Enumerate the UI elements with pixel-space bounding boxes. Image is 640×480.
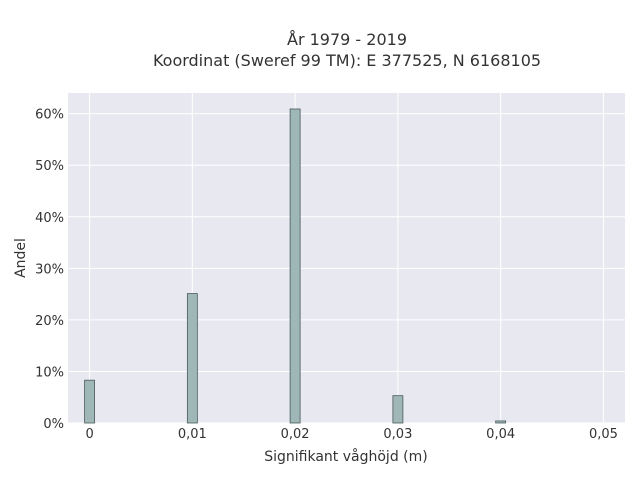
x-tick-label-2: 0,02 <box>281 427 310 442</box>
y-axis-title: Andel <box>13 238 29 278</box>
grid-lines <box>68 93 625 424</box>
x-axis-title: Signifikant våghöjd (m) <box>264 448 427 465</box>
x-tick-label-3: 0,03 <box>383 427 412 442</box>
chart-title-line-1: År 1979 - 2019 <box>287 30 407 49</box>
x-tick-labels: 0 0,01 0,02 0,03 0,04 0,05 <box>85 427 617 442</box>
y-tick-label-1: 10% <box>35 365 64 380</box>
y-tick-label-5: 50% <box>35 159 64 174</box>
bar-4 <box>495 420 507 424</box>
bar-3 <box>392 395 404 424</box>
x-tick-label-0: 0 <box>85 427 93 442</box>
y-tick-label-2: 20% <box>35 314 64 329</box>
bar-2 <box>289 108 301 424</box>
x-tick-label-4: 0,04 <box>486 427 515 442</box>
y-tick-label-0: 0% <box>43 417 64 432</box>
bar-1 <box>186 293 198 424</box>
plot-area <box>68 93 625 423</box>
x-tick-label-5: 0,05 <box>589 427 618 442</box>
chart-title-line-2: Koordinat (Sweref 99 TM): E 377525, N 61… <box>153 51 541 70</box>
y-tick-label-3: 30% <box>35 262 64 277</box>
y-tick-label-6: 60% <box>35 108 64 123</box>
bar-0 <box>84 379 95 424</box>
x-tick-label-1: 0,01 <box>178 427 207 442</box>
bars <box>84 108 507 424</box>
y-tick-labels: 0% 10% 20% 30% 40% 50% 60% <box>35 108 64 432</box>
y-tick-label-4: 40% <box>35 211 64 226</box>
